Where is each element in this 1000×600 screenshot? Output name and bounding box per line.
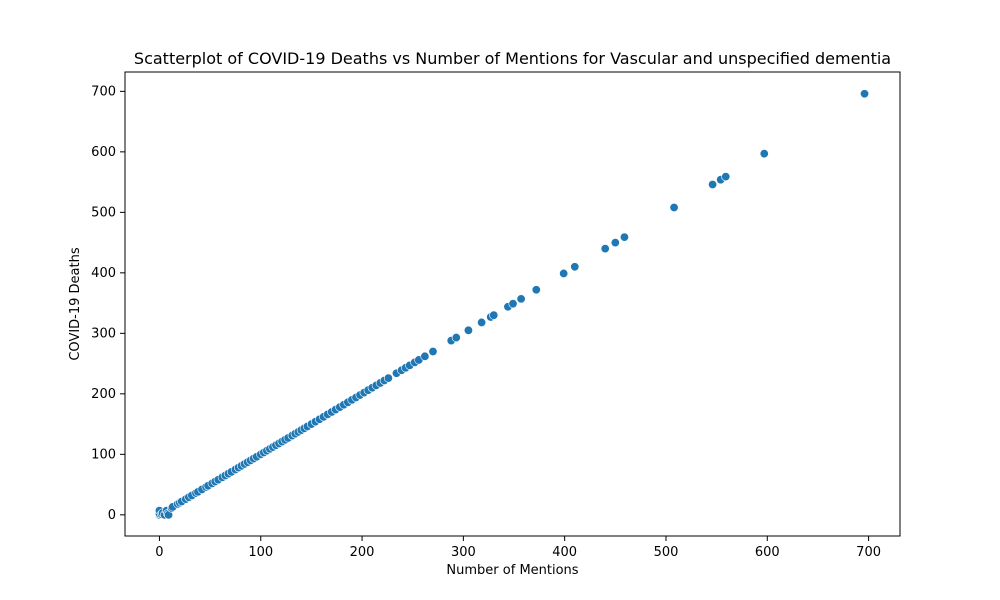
data-point [429, 347, 437, 355]
data-point [517, 295, 525, 303]
y-tick-label: 100 [91, 447, 116, 462]
data-point [601, 244, 609, 252]
y-tick-label: 700 [91, 84, 116, 99]
data-point [722, 172, 730, 180]
x-tick-label: 400 [552, 545, 577, 560]
x-tick-label: 100 [248, 545, 273, 560]
y-tick-label: 200 [91, 387, 116, 402]
y-tick-label: 300 [91, 326, 116, 341]
x-tick-label: 700 [856, 545, 881, 560]
data-point [708, 180, 716, 188]
y-tick-label: 0 [108, 508, 116, 523]
data-point [464, 326, 472, 334]
data-point [670, 203, 678, 211]
data-point [571, 263, 579, 271]
y-tick-label: 600 [91, 145, 116, 160]
x-tick-label: 0 [155, 545, 163, 560]
x-axis-label: Number of Mentions [446, 563, 578, 578]
x-tick-label: 200 [350, 545, 375, 560]
y-tick-label: 400 [91, 266, 116, 281]
y-axis-label: COVID-19 Deaths [68, 247, 83, 360]
data-points [155, 90, 868, 519]
data-point [760, 149, 768, 157]
x-tick-label: 500 [654, 545, 679, 560]
y-axis-ticks: 0 100 200 300 400 500 600 700 [91, 84, 125, 522]
data-point [477, 318, 485, 326]
data-point [620, 233, 628, 241]
chart-title: Scatterplot of COVID-19 Deaths vs Number… [134, 49, 891, 68]
data-point [509, 299, 517, 307]
data-point [421, 352, 429, 360]
x-tick-label: 300 [451, 545, 476, 560]
data-point [384, 374, 392, 382]
data-point [611, 238, 619, 246]
x-tick-label: 600 [755, 545, 780, 560]
data-point [559, 269, 567, 277]
data-point [452, 333, 460, 341]
data-point [860, 90, 868, 98]
y-tick-label: 500 [91, 205, 116, 220]
data-point [532, 286, 540, 294]
x-axis-ticks: 0 100 200 300 400 500 600 700 [155, 536, 881, 560]
data-point [490, 311, 498, 319]
